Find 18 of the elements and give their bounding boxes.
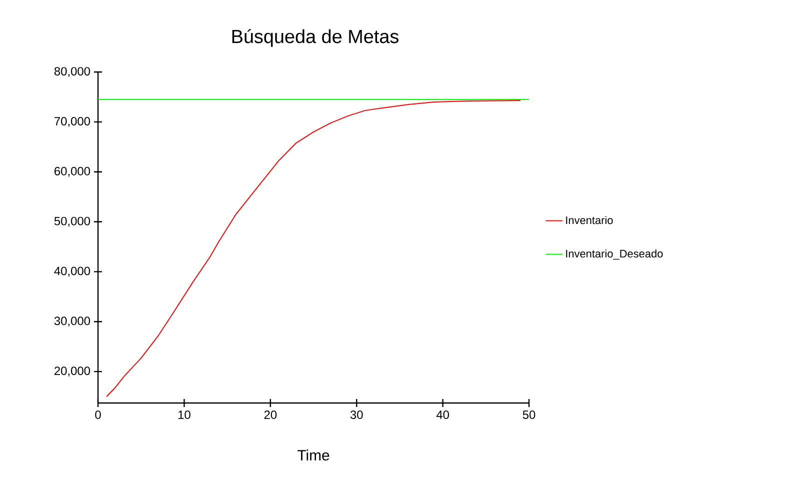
y-tick-label: 30,000: [54, 316, 90, 327]
y-tick-label: 20,000: [54, 366, 90, 376]
x-tick-label: 10: [178, 410, 190, 419]
legend-label: Inventario_Deseado: [566, 249, 663, 260]
y-tick-label: 40,000: [54, 266, 90, 277]
x-tick-label: 30: [350, 410, 363, 419]
chart-title: Búsqueda de Metas: [232, 29, 398, 47]
y-tick-label: 60,000: [54, 166, 90, 177]
x-tick-label: 40: [436, 410, 449, 419]
y-tick-label: 80,000: [54, 67, 90, 77]
x-tick-label: 0: [95, 410, 101, 419]
x-tick-label: 20: [264, 410, 277, 419]
y-tick-label: 50,000: [54, 216, 90, 227]
x-axis-title: Time: [298, 450, 330, 461]
y-tick-label: 70,000: [54, 116, 90, 127]
legend-label: Inventario: [566, 216, 613, 224]
line-series: [106, 100, 521, 398]
x-tick-label: 50: [522, 410, 536, 419]
